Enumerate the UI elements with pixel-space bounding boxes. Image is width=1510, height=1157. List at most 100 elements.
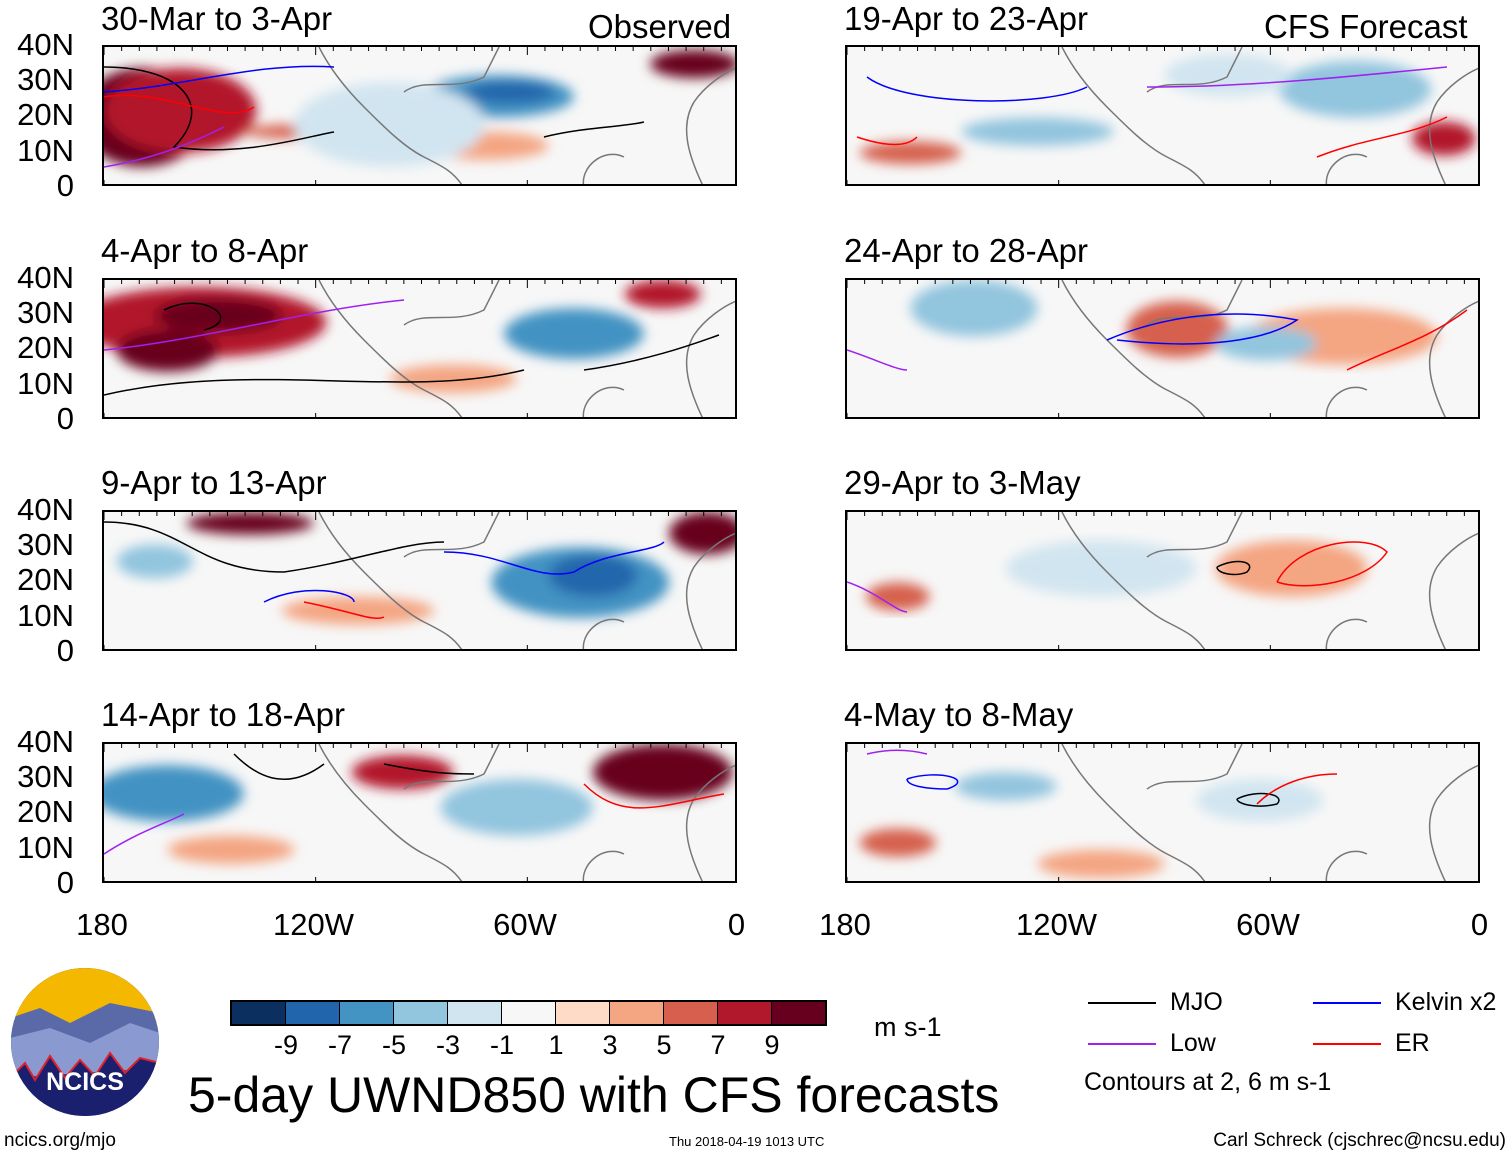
lon-label: 60W [1236,907,1300,942]
colorbar-label: 1 [548,1030,564,1060]
contour-line [1276,541,1388,587]
anomaly-shading [961,117,1114,146]
lat-label: 40N [17,260,74,295]
contour-line [163,302,222,331]
colorbar-swatch [556,1002,610,1024]
colorbar-swatch [502,1002,556,1024]
lat-label: 10N [17,829,74,865]
legend-item: Kelvin x2 [1313,988,1496,1017]
panel-title: 19-Apr to 23-Apr [844,0,1088,37]
contour-line [1216,560,1251,576]
lon-label: 120W [273,907,354,942]
coastline [1061,744,1478,881]
colorbar-label: 7 [710,1030,726,1060]
contour-line [583,334,720,371]
anomaly-shading [351,755,454,790]
colorbar-label: -5 [381,1030,407,1060]
colorbar-swatch [232,1002,286,1024]
lat-label: 10N [17,365,74,401]
lat-label: 40N [17,492,74,527]
legend-item: MJO [1088,988,1223,1017]
figure-title: 5-day UWND850 with CFS forecasts [188,1067,1000,1123]
anomaly-shading [866,582,930,611]
footer-timestamp: Thu 2018-04-19 1013 UTC [669,1134,825,1149]
lat-label: 30N [17,759,74,795]
map-panel [102,45,737,186]
forecast-label: CFS Forecast [1264,8,1468,45]
contour-line [847,349,908,371]
anomaly-shading [154,298,282,333]
logo-text: NCICS [46,1068,124,1096]
colorbar-swatch [394,1002,448,1024]
colorbar-label: -7 [327,1030,353,1060]
legend-label: Kelvin x2 [1395,988,1497,1016]
legend-item: Low [1088,1029,1216,1058]
colorbar-swatch [286,1002,340,1024]
lat-label: 20N [17,97,74,133]
contour-line [866,76,1088,102]
contour-line [1106,313,1299,345]
legend-line-icon [1088,1042,1156,1045]
coastline [318,280,735,417]
colorbar-label: -1 [489,1030,515,1060]
colorbar [230,1000,827,1026]
legend-label: ER [1395,1029,1430,1057]
contour-line [383,763,475,775]
contour-line [847,581,908,613]
colorbar-swatch [772,1002,825,1024]
panel-title: 30-Mar to 3-Apr [101,0,333,37]
colorbar-label: -9 [273,1030,299,1060]
contour-line [104,66,335,151]
lon-label: 120W [1016,907,1097,942]
legend-label: Low [1170,1029,1216,1057]
colorbar-swatch [718,1002,772,1024]
contour-line [906,774,959,790]
anomaly-shading [167,835,295,864]
anomaly-shading [1278,61,1432,118]
anomaly-shading [1037,849,1165,878]
lat-label: 20N [17,330,74,366]
anomaly-shading [1215,326,1317,361]
ncics-logo: NCICS [11,968,159,1116]
lat-label: 30N [17,62,74,98]
anomaly-shading [624,280,701,309]
anomaly-shading [116,329,219,372]
anomaly-shading [1126,301,1228,358]
lat-label: 10N [17,132,74,168]
contour-line [104,126,225,168]
contour-line [104,94,255,114]
anomaly-shading [294,82,485,167]
observed-label: Observed [588,8,732,45]
panel-title: 29-Apr to 3-May [844,464,1081,501]
contour-line [104,369,525,396]
anomaly-shading [440,779,593,836]
contour-line [104,813,185,855]
lat-label: 30N [17,527,74,563]
footer-author: Carl Schreck (cjschrec@ncsu.edu) [1213,1130,1506,1151]
anomaly-shading [465,80,555,104]
map-panel [102,742,737,883]
legend-line-icon [1313,1001,1381,1004]
legend-line-icon [1088,1001,1156,1004]
coastline [318,744,735,881]
map-panel [845,742,1480,883]
lat-label: 0 [56,632,74,668]
anomaly-shading [910,280,1038,337]
coastline [1061,47,1478,184]
contour-line [104,521,445,573]
coastline [1061,512,1478,649]
anomaly-shading [104,765,244,822]
lon-label: 180 [76,907,128,942]
panel-title: 14-Apr to 18-Apr [101,696,345,733]
contour-line [1346,309,1468,371]
map-panel [102,510,737,651]
panel-title: 4-May to 8-May [844,696,1074,733]
contour-line [263,589,355,603]
lat-label: 0 [56,864,74,900]
anomaly-shading [186,512,314,535]
colorbar-units: m s-1 [874,1012,942,1042]
contour-line [104,299,405,351]
footer-url[interactable]: ncics.org/mjo [4,1130,116,1151]
legend-label: MJO [1170,988,1223,1016]
